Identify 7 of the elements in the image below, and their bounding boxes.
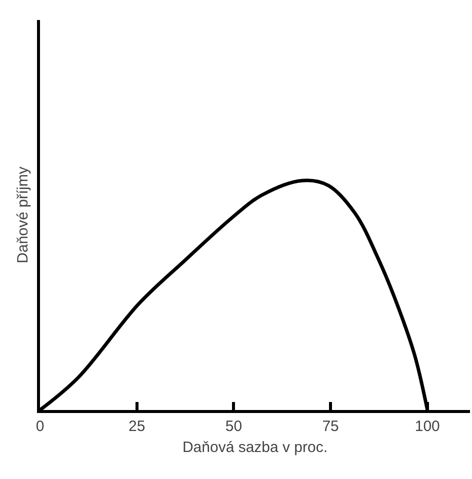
y-axis-title: Daňové příjmy — [14, 166, 32, 264]
x-tick-label: 50 — [225, 418, 242, 435]
x-tick-label: 25 — [128, 418, 146, 435]
x-tick-label: 75 — [322, 418, 339, 435]
x-tick-label: 0 — [36, 418, 44, 435]
x-axis-title: Daňová sazba v proc. — [182, 439, 328, 456]
x-tick-label: 100 — [414, 418, 440, 435]
